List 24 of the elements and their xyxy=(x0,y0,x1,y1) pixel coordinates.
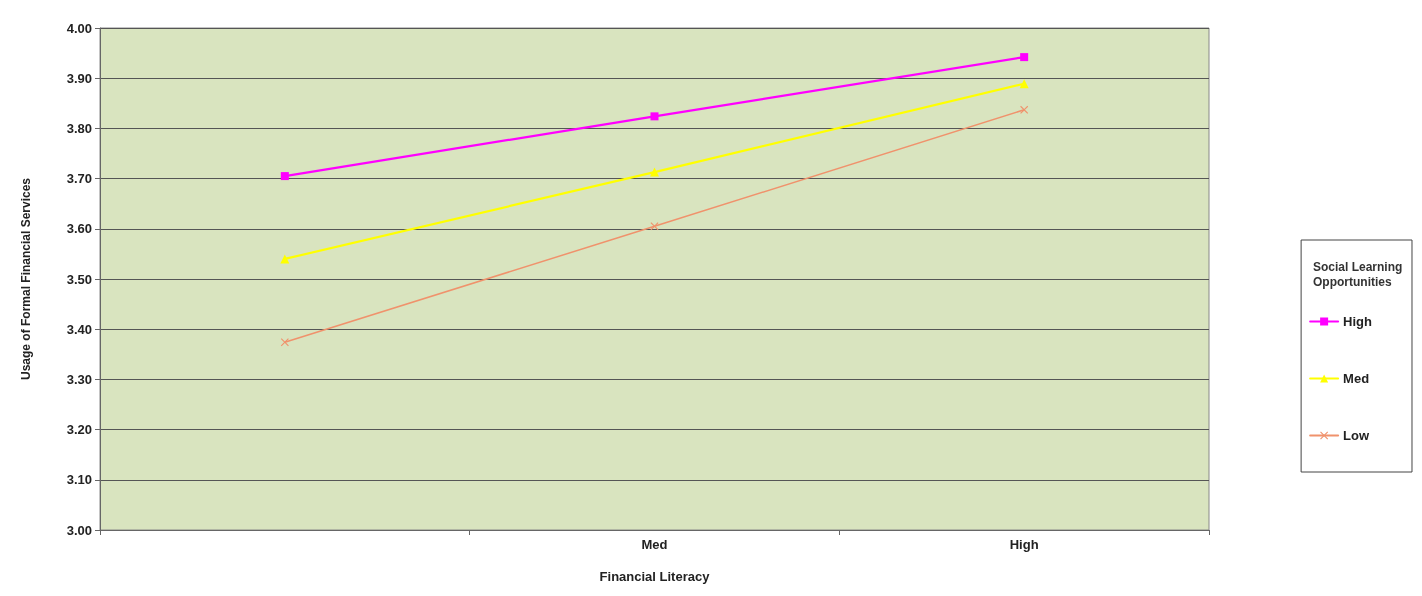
y-tick-label: 3.10 xyxy=(66,472,92,488)
y-tick-label: 4.00 xyxy=(66,20,92,36)
y-tick-label: 3.20 xyxy=(66,422,92,438)
point xyxy=(650,167,659,177)
y-tick-label: 3.70 xyxy=(66,171,92,187)
y-tick-label: 3.00 xyxy=(66,522,92,538)
y-axis-title: Usage of Formal Financial Services xyxy=(19,177,33,381)
y-tick-label: 3.80 xyxy=(66,120,92,136)
legend-label: Med xyxy=(1343,371,1370,386)
legend-label: Low xyxy=(1343,428,1370,443)
point xyxy=(650,112,659,121)
point xyxy=(280,338,289,347)
y-tick-label: 3.40 xyxy=(66,321,92,337)
point xyxy=(650,222,659,231)
y-tick-label: 3.30 xyxy=(66,371,92,387)
point xyxy=(1020,105,1029,114)
y-tick-label: 3.50 xyxy=(66,271,92,287)
x-axis-title: Financial Literacy xyxy=(599,569,711,584)
y-tick-label: 3.60 xyxy=(66,221,92,237)
point xyxy=(280,172,289,181)
legend-title: Social Learning Opportunities xyxy=(1313,259,1406,289)
legend-label: High xyxy=(1343,314,1373,329)
point xyxy=(1020,53,1029,62)
y-tick-label: 3.90 xyxy=(66,70,92,86)
